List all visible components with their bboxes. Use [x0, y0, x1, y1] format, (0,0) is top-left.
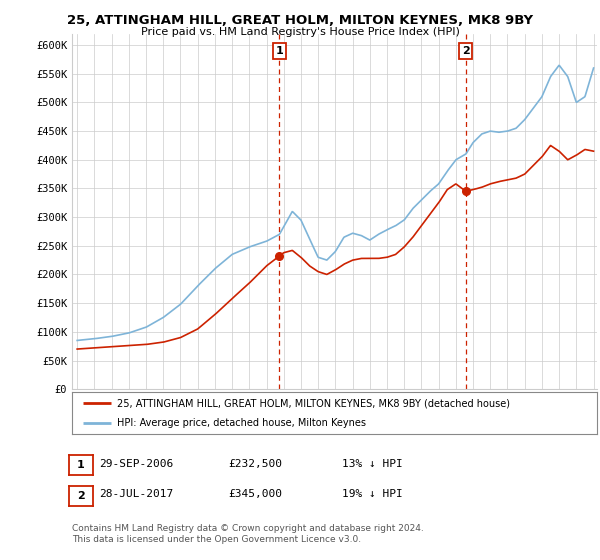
- Text: 19% ↓ HPI: 19% ↓ HPI: [342, 489, 403, 500]
- Text: £232,500: £232,500: [228, 459, 282, 469]
- Text: HPI: Average price, detached house, Milton Keynes: HPI: Average price, detached house, Milt…: [116, 418, 365, 428]
- Text: 25, ATTINGHAM HILL, GREAT HOLM, MILTON KEYNES, MK8 9BY (detached house): 25, ATTINGHAM HILL, GREAT HOLM, MILTON K…: [116, 398, 509, 408]
- Text: 29-SEP-2006: 29-SEP-2006: [99, 459, 173, 469]
- Text: 2: 2: [462, 46, 470, 56]
- Text: 28-JUL-2017: 28-JUL-2017: [99, 489, 173, 500]
- Text: £345,000: £345,000: [228, 489, 282, 500]
- Text: Contains HM Land Registry data © Crown copyright and database right 2024.: Contains HM Land Registry data © Crown c…: [72, 524, 424, 533]
- Text: 1: 1: [77, 460, 85, 470]
- Text: This data is licensed under the Open Government Licence v3.0.: This data is licensed under the Open Gov…: [72, 535, 361, 544]
- Text: Price paid vs. HM Land Registry's House Price Index (HPI): Price paid vs. HM Land Registry's House …: [140, 27, 460, 37]
- Text: 25, ATTINGHAM HILL, GREAT HOLM, MILTON KEYNES, MK8 9BY: 25, ATTINGHAM HILL, GREAT HOLM, MILTON K…: [67, 14, 533, 27]
- Text: 1: 1: [275, 46, 283, 56]
- Text: 2: 2: [77, 491, 85, 501]
- Text: 13% ↓ HPI: 13% ↓ HPI: [342, 459, 403, 469]
